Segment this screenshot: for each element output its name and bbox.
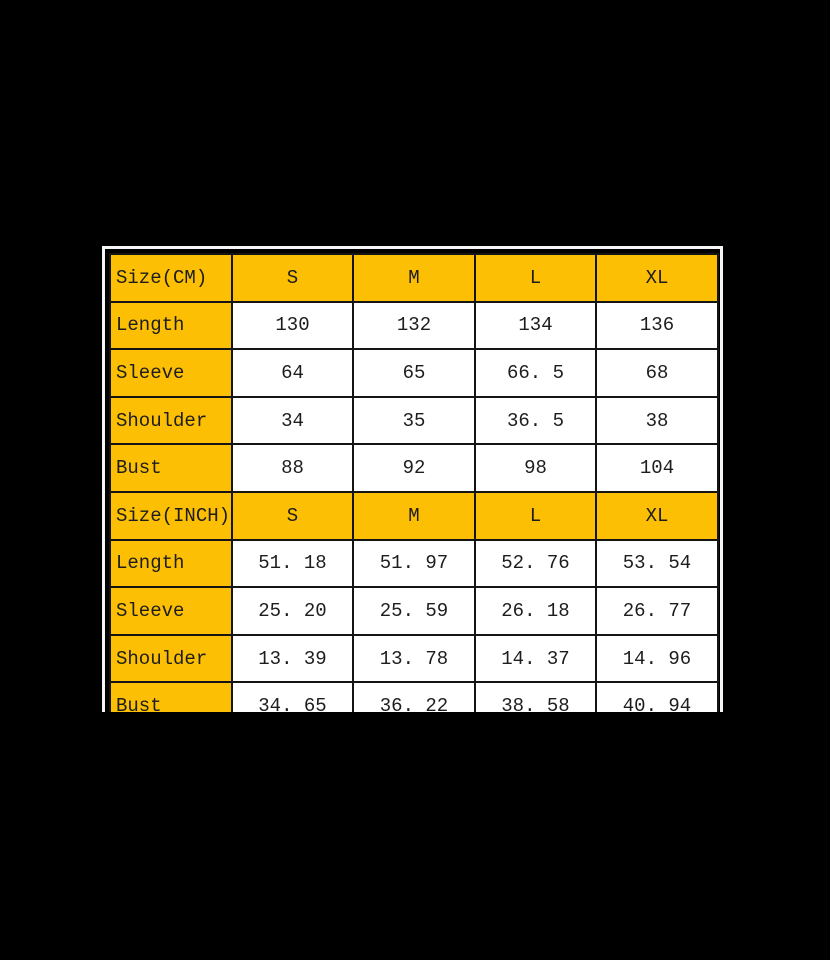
cell-value: 66. 5	[474, 348, 597, 398]
size-chart-frame: Size(CM) S M L XL Length 130 132 134 136	[105, 249, 720, 712]
section-header-cell: Size(INCH)	[109, 490, 233, 541]
cell-value: 52. 76	[474, 538, 597, 589]
table-row: Shoulder 34 35 36. 5 38	[109, 395, 719, 446]
cell-value: 36. 5	[474, 395, 597, 446]
cell-value: 130	[231, 300, 354, 351]
table-row: Length 51. 18 51. 97 52. 76 53. 54	[109, 538, 719, 589]
cell-value: 88	[231, 443, 354, 493]
size-col-header-xl: XL	[595, 490, 719, 541]
size-col-header-xl: XL	[595, 253, 719, 303]
cell-value: 14. 96	[595, 633, 719, 684]
row-label: Bust	[109, 443, 233, 493]
cell-value: 65	[352, 348, 476, 398]
size-table: Size(CM) S M L XL Length 130 132 134 136	[109, 253, 719, 712]
cell-value: 26. 77	[595, 586, 719, 636]
cell-value: 40. 94	[595, 681, 719, 712]
row-label: Shoulder	[109, 395, 233, 446]
cell-value: 35	[352, 395, 476, 446]
row-label: Sleeve	[109, 586, 233, 636]
size-col-header-s: S	[231, 490, 354, 541]
row-label: Sleeve	[109, 348, 233, 398]
cell-value: 34	[231, 395, 354, 446]
cell-value: 92	[352, 443, 476, 493]
cell-value: 36. 22	[352, 681, 476, 712]
cell-value: 68	[595, 348, 719, 398]
cell-value: 25. 59	[352, 586, 476, 636]
cell-value: 132	[352, 300, 476, 351]
size-col-header-s: S	[231, 253, 354, 303]
cell-value: 51. 97	[352, 538, 476, 589]
cell-value: 14. 37	[474, 633, 597, 684]
cell-value: 38	[595, 395, 719, 446]
size-col-header-m: M	[352, 253, 476, 303]
cell-value: 64	[231, 348, 354, 398]
cell-value: 136	[595, 300, 719, 351]
cell-value: 104	[595, 443, 719, 493]
cell-value: 53. 54	[595, 538, 719, 589]
size-col-header-l: L	[474, 490, 597, 541]
cell-value: 13. 39	[231, 633, 354, 684]
size-col-header-l: L	[474, 253, 597, 303]
row-label: Shoulder	[109, 633, 233, 684]
cell-value: 98	[474, 443, 597, 493]
table-header-row-inch: Size(INCH) S M L XL	[109, 490, 719, 541]
table-row: Bust 88 92 98 104	[109, 443, 719, 493]
cell-value: 38. 58	[474, 681, 597, 712]
table-row: Length 130 132 134 136	[109, 300, 719, 351]
cell-value: 25. 20	[231, 586, 354, 636]
row-label: Length	[109, 538, 233, 589]
cell-value: 34. 65	[231, 681, 354, 712]
cell-value: 13. 78	[352, 633, 476, 684]
table-row: Sleeve 25. 20 25. 59 26. 18 26. 77	[109, 586, 719, 636]
table-row: Sleeve 64 65 66. 5 68	[109, 348, 719, 398]
table-row: Shoulder 13. 39 13. 78 14. 37 14. 96	[109, 633, 719, 684]
table-row: Bust 34. 65 36. 22 38. 58 40. 94	[109, 681, 719, 712]
section-header-cell: Size(CM)	[109, 253, 233, 303]
size-chart: Size(CM) S M L XL Length 130 132 134 136	[102, 246, 723, 712]
table-header-row-cm: Size(CM) S M L XL	[109, 253, 719, 303]
row-label: Bust	[109, 681, 233, 712]
cell-value: 134	[474, 300, 597, 351]
size-col-header-m: M	[352, 490, 476, 541]
cell-value: 51. 18	[231, 538, 354, 589]
cell-value: 26. 18	[474, 586, 597, 636]
row-label: Length	[109, 300, 233, 351]
